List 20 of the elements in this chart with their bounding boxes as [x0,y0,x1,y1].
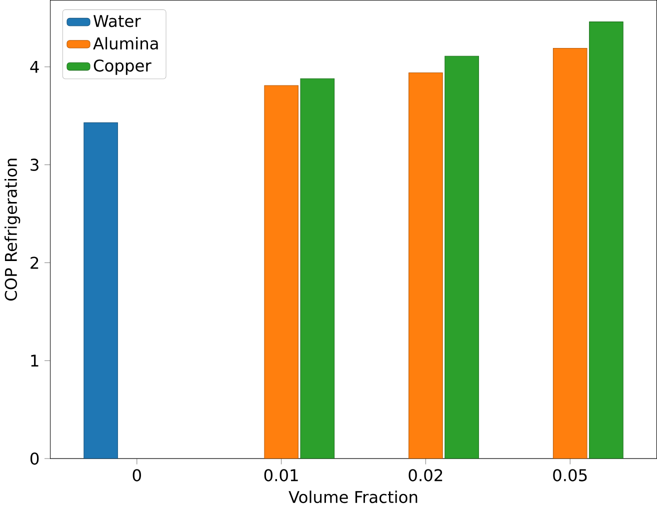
x-tick-label: 0.05 [553,469,587,482]
bar [589,22,624,459]
x-tick-label: 0.02 [408,469,442,482]
x-axis-title: Volume Fraction [288,490,418,504]
bar [264,85,298,459]
bar [408,72,443,459]
y-tick-label: 3 [30,158,38,172]
legend-label: Copper [94,60,152,76]
y-tick-label: 4 [30,61,39,73]
bar [300,78,335,459]
y-tick-label: 2 [30,256,38,269]
y-tick-label: 1 [31,354,38,367]
legend-label: Water [94,15,141,28]
bar [552,48,588,459]
y-axis-title: COP Refrigeration [4,158,20,301]
y-tick-label: 0 [30,452,39,465]
x-tick-label: 0 [132,469,141,482]
bar [444,56,479,459]
legend-label: Alumina [93,37,158,50]
x-tick-label: 0.01 [264,469,298,482]
